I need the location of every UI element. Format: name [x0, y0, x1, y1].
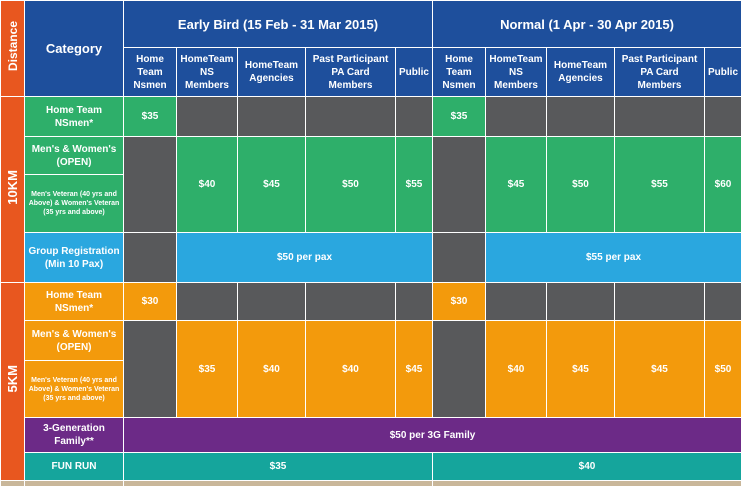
column-header-early-nsmen: Home Team Nsmen [124, 48, 177, 97]
blocked-cell [705, 97, 741, 137]
blocked-cell [615, 97, 705, 137]
price-5km-early-past-participant: $40 [306, 321, 396, 418]
blocked-cell [177, 97, 238, 137]
blocked-cell [124, 137, 177, 233]
column-header-early-past-participant: Past Participant PA Card Members [306, 48, 396, 97]
blocked-cell [238, 97, 306, 137]
price-5km-normal-nsmen: $30 [433, 283, 486, 321]
blocked-cell [396, 97, 433, 137]
blocked-cell [238, 283, 306, 321]
distance-5km: 5KM [1, 283, 25, 481]
price-10km-normal-ns-members: $45 [486, 137, 547, 233]
blocked-cell [705, 283, 741, 321]
category-10km-open: Men's & Women's (OPEN) [25, 137, 124, 175]
category-header: Category [25, 1, 124, 97]
price-10km-early-past-participant: $50 [306, 137, 396, 233]
column-header-normal-public: Public [705, 48, 741, 97]
category-5km-hometeam-nsmen: Home Team NSmen* [25, 283, 124, 321]
blocked-cell [124, 321, 177, 418]
price-10km-normal-agencies: $50 [547, 137, 615, 233]
column-header-normal-past-participant: Past Participant PA Card Members [615, 48, 705, 97]
blocked-cell [547, 97, 615, 137]
price-10km-group-early: $50 per pax [177, 233, 433, 283]
distance-header-label: Distance [6, 21, 20, 71]
price-5km-early-agencies: $40 [238, 321, 306, 418]
price-5km-normal-public: $50 [705, 321, 741, 418]
blocked-cell [177, 283, 238, 321]
price-fun-run-early: $35 [124, 453, 433, 481]
category-5km-open: Men's & Women's (OPEN) [25, 321, 124, 361]
early-bird-header: Early Bird (15 Feb - 31 Mar 2015) [124, 1, 433, 48]
distance-10km: 10KM [1, 97, 25, 283]
price-5km-early-public: $45 [396, 321, 433, 418]
price-5km-normal-agencies: $45 [547, 321, 615, 418]
price-10km-normal-past-participant: $55 [615, 137, 705, 233]
blocked-cell [433, 137, 486, 233]
column-header-normal-nsmen: Home Team Nsmen [433, 48, 486, 97]
blocked-cell [306, 283, 396, 321]
price-three-generation-family: $50 per 3G Family [124, 418, 741, 453]
category-10km-hometeam-nsmen: Home Team NSmen* [25, 97, 124, 137]
distance-header: Distance [1, 1, 25, 97]
category-fun-run: FUN RUN [25, 453, 124, 481]
price-5km-normal-ns-members: $40 [486, 321, 547, 418]
category-group-registration: Group Registration (Min 10 Pax) [25, 233, 124, 283]
blocked-cell [433, 321, 486, 418]
price-5km-normal-past-participant: $45 [615, 321, 705, 418]
price-10km-early-ns-members: $40 [177, 137, 238, 233]
blocked-cell [433, 233, 486, 283]
column-header-normal-ns-members: HomeTeam NS Members [486, 48, 547, 97]
blocked-cell [396, 283, 433, 321]
price-10km-early-nsmen: $35 [124, 97, 177, 137]
price-10km-early-agencies: $45 [238, 137, 306, 233]
blocked-cell [486, 283, 547, 321]
column-header-normal-agencies: HomeTeam Agencies [547, 48, 615, 97]
category-three-generation-family: 3-Generation Family** [25, 418, 124, 453]
blocked-cell [547, 283, 615, 321]
price-10km-early-public: $55 [396, 137, 433, 233]
category-10km-veteran: Men's Veteran (40 yrs and Above) & Women… [25, 175, 124, 233]
blocked-cell [124, 233, 177, 283]
price-5km-early-ns-members: $35 [177, 321, 238, 418]
blocked-cell [306, 97, 396, 137]
normal-header: Normal (1 Apr - 30 Apr 2015) [433, 1, 741, 48]
column-header-early-ns-members: HomeTeam NS Members [177, 48, 238, 97]
price-5km-early-nsmen: $30 [124, 283, 177, 321]
price-10km-normal-nsmen: $35 [433, 97, 486, 137]
blocked-cell [615, 283, 705, 321]
blocked-cell [486, 97, 547, 137]
category-5km-veteran: Men's Veteran (40 yrs and Above) & Women… [25, 361, 124, 418]
price-10km-normal-public: $60 [705, 137, 741, 233]
distance-10km-label: 10KM [5, 170, 20, 205]
price-fun-run-normal: $40 [433, 453, 741, 481]
column-header-early-public: Public [396, 48, 433, 97]
price-10km-group-normal: $55 per pax [486, 233, 741, 283]
distance-5km-label: 5KM [5, 365, 20, 392]
column-header-early-agencies: HomeTeam Agencies [238, 48, 306, 97]
